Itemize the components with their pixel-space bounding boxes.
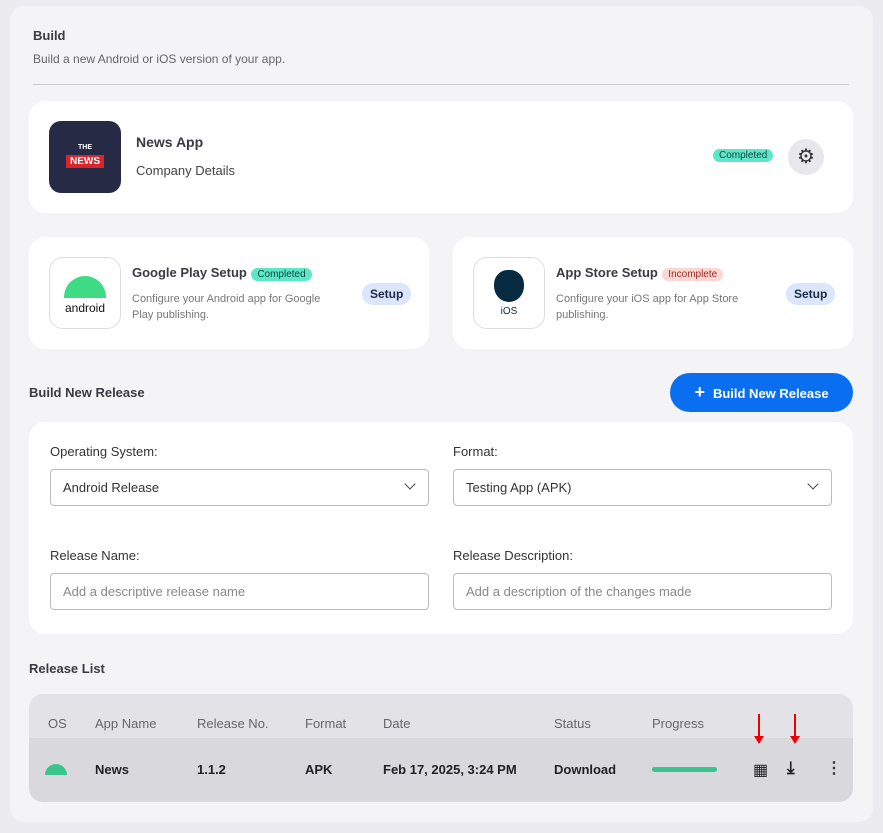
release-table (29, 694, 853, 802)
build-new-release-button[interactable]: + Build New Release (670, 373, 853, 412)
app-logo: THE NEWS (49, 121, 121, 193)
qr-code-icon[interactable]: ▦ (753, 762, 769, 779)
google-play-title: Google Play Setup (132, 265, 247, 280)
column-header: Status (554, 716, 591, 731)
column-header: Progress (652, 716, 705, 731)
company-details-link[interactable]: Company Details (136, 163, 235, 178)
google-play-description: Configure your Android app for Google Pl… (132, 293, 321, 321)
format-label: Format: (453, 444, 498, 459)
app-store-setup-button[interactable]: Setup (786, 283, 836, 305)
format-cell: APK (305, 762, 333, 777)
red-arrow-annotation (790, 714, 800, 744)
column-header: Format (305, 716, 347, 731)
app-name-cell: News (95, 762, 129, 777)
page-subtitle: Build a new Android or iOS version of yo… (33, 52, 286, 66)
app-name: News App (136, 134, 204, 150)
android-icon (45, 764, 67, 775)
release-name-input[interactable]: Add a descriptive release name (50, 573, 429, 610)
release-description-label: Release Description: (453, 548, 573, 563)
red-arrow-annotation (754, 714, 764, 744)
release-name-label: Release Name: (50, 548, 140, 563)
status-badge: Completed (713, 149, 774, 162)
status-download-link[interactable]: Download (554, 762, 617, 777)
column-header: OS (48, 716, 67, 731)
more-options-icon[interactable]: ⋮ (826, 760, 842, 777)
format-select[interactable]: Testing App (APK) (453, 469, 832, 506)
status-badge: Incomplete (662, 268, 724, 281)
release-list-title: Release List (29, 661, 105, 676)
page-title: Build (33, 28, 66, 43)
column-header: Date (383, 716, 411, 731)
download-icon[interactable]: ⤓ (787, 758, 795, 777)
app-store-card: iOS App Store Setup Incomplete Configure… (453, 237, 853, 349)
gear-icon: ⚙ (797, 146, 815, 168)
column-header: App Name (95, 716, 157, 731)
os-label: Operating System: (50, 444, 158, 459)
android-icon: android (49, 257, 121, 329)
app-store-description: Configure your iOS app for App Store pub… (556, 293, 739, 321)
settings-button[interactable]: ⚙ (788, 139, 824, 175)
chevron-down-icon (404, 478, 416, 490)
date-cell: Feb 17, 2025, 3:24 PM (383, 762, 517, 777)
google-play-card: android Google Play Setup Completed Conf… (29, 237, 429, 349)
build-section-title: Build New Release (29, 385, 145, 400)
apple-icon: iOS (473, 257, 545, 329)
progress-bar (652, 767, 717, 772)
google-play-setup-button[interactable]: Setup (362, 283, 412, 305)
column-header: Release No. (197, 716, 269, 731)
app-store-title: App Store Setup (556, 265, 658, 280)
release-no-cell: 1.1.2 (197, 762, 226, 777)
build-form: Operating System: Android Release Format… (29, 422, 853, 634)
chevron-down-icon (807, 478, 819, 490)
divider (33, 84, 849, 85)
app-card: THE NEWS News App Company Details Comple… (29, 101, 853, 213)
plus-icon: + (694, 382, 705, 402)
status-badge: Completed (251, 268, 312, 281)
os-select[interactable]: Android Release (50, 469, 429, 506)
release-description-input[interactable]: Add a description of the changes made (453, 573, 832, 610)
